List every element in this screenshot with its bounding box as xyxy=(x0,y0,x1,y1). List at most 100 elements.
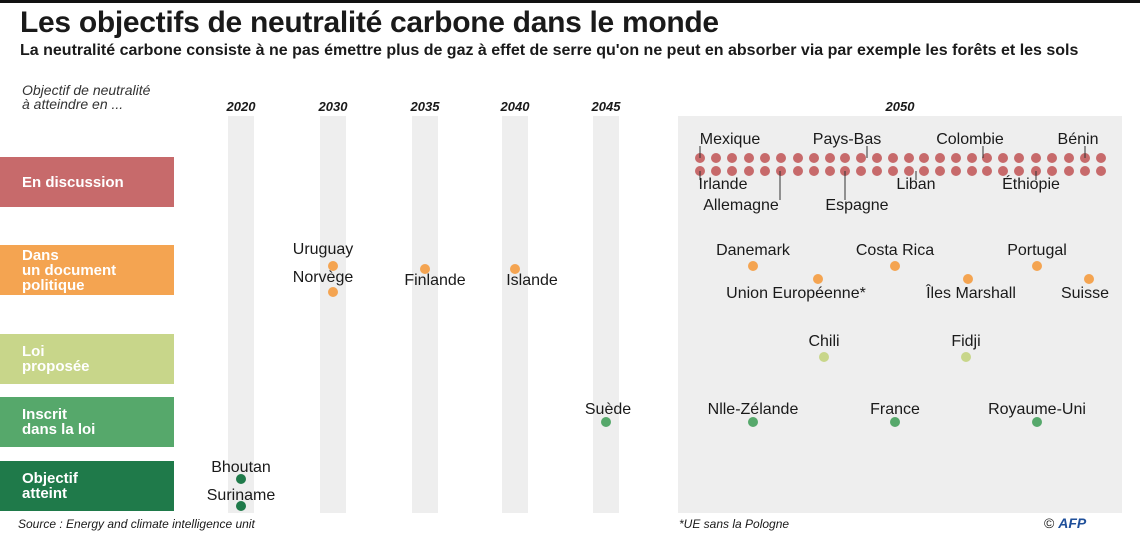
leader-allemagne xyxy=(779,171,781,200)
label-mexique: Mexique xyxy=(699,131,761,148)
dot-en-discussion-2050-40 xyxy=(919,166,930,176)
year-label-2050: 2050 xyxy=(885,99,915,114)
dot-en-discussion-2050-25 xyxy=(1096,153,1106,163)
dot-en-discussion-2050-7 xyxy=(808,153,819,163)
dot-bhoutan xyxy=(236,474,246,484)
year-label-2035: 2035 xyxy=(410,99,440,114)
dot-en-discussion-2050-0 xyxy=(695,153,705,163)
dot-en-discussion-2050-17 xyxy=(966,153,977,163)
year-label-2030: 2030 xyxy=(318,99,348,114)
label-nlle-zelande: Nlle-Zélande xyxy=(707,401,799,418)
dot-en-discussion-2050-51 xyxy=(1096,166,1106,176)
dot-en-discussion-2050-29 xyxy=(743,166,754,176)
label-fidji: Fidji xyxy=(951,333,981,350)
dot-union-europeenne xyxy=(813,274,823,284)
dot-en-discussion-2050-19 xyxy=(998,153,1009,163)
dot-en-discussion-2050-33 xyxy=(808,166,819,176)
dot-costa-rica xyxy=(890,261,900,271)
dot-norvege xyxy=(328,287,338,297)
dot-finlande xyxy=(420,264,430,274)
label-suisse: Suisse xyxy=(1060,285,1110,302)
dot-en-discussion-2050-8 xyxy=(824,153,835,163)
dot-fidji xyxy=(961,352,971,362)
year-band-2045 xyxy=(593,116,619,513)
dot-en-discussion-2050-28 xyxy=(727,166,738,176)
label-finlande: Finlande xyxy=(404,272,466,289)
label-irlande: Irlande xyxy=(698,176,748,193)
dot-en-discussion-2050-9 xyxy=(840,153,851,163)
leader-liban xyxy=(915,171,917,180)
category-doc: Dans un document politique xyxy=(0,245,174,295)
dot-en-discussion-2050-3 xyxy=(743,153,754,163)
year-band-2050 xyxy=(678,116,1122,513)
label-chili: Chili xyxy=(808,333,840,350)
label-iles-marshall: Îles Marshall xyxy=(926,285,1016,302)
leader-irlande xyxy=(699,171,701,180)
dot-en-discussion-2050-5 xyxy=(776,153,786,163)
year-band-2020 xyxy=(228,116,254,513)
label-costa-rica: Costa Rica xyxy=(855,242,935,259)
leader-pays-bas xyxy=(866,146,868,158)
dot-iles-marshall xyxy=(963,274,973,284)
label-allemagne: Allemagne xyxy=(703,197,779,214)
dot-en-discussion-2050-1 xyxy=(711,153,722,163)
leader-benin xyxy=(1084,146,1086,158)
leader-espagne xyxy=(844,171,846,200)
dot-portugal xyxy=(1032,261,1042,271)
label-islande: Islande xyxy=(506,272,558,289)
label-liban: Liban xyxy=(896,176,936,193)
axis-caption: Objectif de neutralité à atteindre en ... xyxy=(22,82,151,112)
year-label-2045: 2045 xyxy=(591,99,621,114)
chart-title: Les objectifs de neutralité carbone dans… xyxy=(20,6,719,39)
dot-en-discussion-2050-38 xyxy=(887,166,898,176)
year-band-2035 xyxy=(412,116,438,513)
dot-en-discussion-2050-4 xyxy=(759,153,770,163)
dot-en-discussion-2050-46 xyxy=(1014,166,1024,176)
label-norvege: Norvège xyxy=(292,269,354,286)
dot-en-discussion-2050-50 xyxy=(1079,166,1090,176)
label-suriname: Suriname xyxy=(206,487,276,504)
afp-credit: © AFP xyxy=(1044,515,1086,531)
label-uruguay: Uruguay xyxy=(292,241,354,258)
dot-danemark xyxy=(748,261,758,271)
label-colombie: Colombie xyxy=(936,131,1004,148)
label-espagne: Espagne xyxy=(825,197,889,214)
label-bhoutan: Bhoutan xyxy=(211,459,271,476)
label-union-europeenne: Union Européenne* xyxy=(726,285,866,302)
dot-chili xyxy=(819,352,829,362)
dot-royaume-uni xyxy=(1032,417,1042,427)
label-france: France xyxy=(870,401,920,418)
dot-en-discussion-2050-24 xyxy=(1079,153,1090,163)
dot-en-discussion-2050-14 xyxy=(919,153,930,163)
leader-ethiopie xyxy=(1035,171,1037,180)
afp-logo: AFP xyxy=(1058,515,1087,531)
year-band-2040 xyxy=(502,116,528,513)
dot-en-discussion-2050-41 xyxy=(935,166,946,176)
dot-en-discussion-2050-22 xyxy=(1047,153,1058,163)
category-ins: Inscrit dans la loi xyxy=(0,397,174,447)
dot-uruguay xyxy=(328,261,338,271)
dot-en-discussion-2050-43 xyxy=(966,166,977,176)
dot-france xyxy=(890,417,900,427)
dot-en-discussion-2050-21 xyxy=(1031,153,1041,163)
dot-en-discussion-2050-36 xyxy=(856,166,867,176)
year-label-2040: 2040 xyxy=(500,99,530,114)
top-rule xyxy=(0,0,1140,3)
label-suede: Suède xyxy=(584,401,632,418)
dot-en-discussion-2050-18 xyxy=(982,153,993,163)
dot-en-discussion-2050-49 xyxy=(1063,166,1074,176)
chart-subtitle: La neutralité carbone consiste à ne pas … xyxy=(20,42,1079,59)
dot-suede xyxy=(601,417,611,427)
dot-en-discussion-2050-32 xyxy=(793,166,803,176)
dot-islande xyxy=(510,264,520,274)
label-pays-bas: Pays-Bas xyxy=(812,131,882,148)
label-benin: Bénin xyxy=(1057,131,1099,148)
leader-colombie xyxy=(982,146,984,158)
dot-nlle-zelande xyxy=(748,417,758,427)
dot-suriname xyxy=(236,501,246,511)
dot-en-discussion-2050-2 xyxy=(727,153,738,163)
dot-en-discussion-2050-31 xyxy=(776,166,786,176)
dot-en-discussion-2050-23 xyxy=(1063,153,1074,163)
dot-en-discussion-2050-12 xyxy=(887,153,898,163)
dot-en-discussion-2050-44 xyxy=(982,166,993,176)
